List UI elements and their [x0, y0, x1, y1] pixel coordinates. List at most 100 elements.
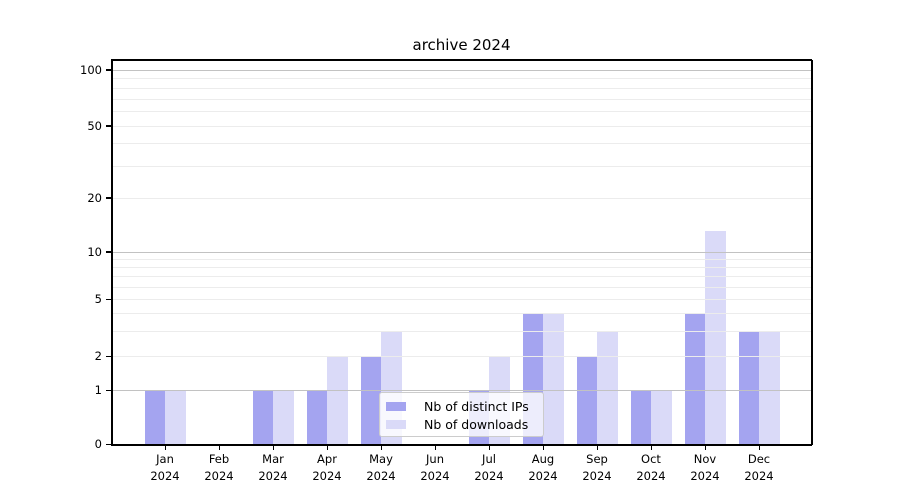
x-tick-year: 2024 [420, 468, 450, 483]
x-tick-mark [704, 445, 706, 450]
minor-gridline [112, 87, 811, 89]
bar-distinct-ips [738, 330, 759, 445]
bar-downloads [597, 330, 618, 445]
bar-downloads [327, 356, 348, 445]
legend-item-distinct-ips: Nb of distinct IPs [386, 397, 535, 415]
y-tick-label: 100 [80, 62, 102, 77]
minor-gridline [112, 258, 811, 260]
legend-swatch-downloads-icon [386, 419, 406, 429]
y-tick-label: 2 [94, 349, 102, 363]
y-tick-mark [106, 251, 111, 253]
x-tick-month: Sep [586, 452, 608, 466]
x-tick-label: Aug 2024 [516, 451, 570, 484]
x-tick-label: Apr 2024 [300, 451, 354, 484]
x-tick-month: Apr [317, 452, 337, 466]
x-tick-mark [380, 445, 382, 450]
bar-distinct-ips [360, 356, 381, 445]
x-tick-label: Jan 2024 [138, 451, 192, 484]
x-tick-month: Jun [426, 452, 444, 466]
y-axis-line [111, 60, 113, 445]
bar-downloads [651, 390, 672, 445]
x-tick-label: Mar 2024 [246, 451, 300, 484]
x-tick-month: Jan [156, 452, 174, 466]
x-tick-month: Nov [693, 452, 717, 466]
minor-gridline [112, 110, 811, 112]
x-tick-year: 2024 [312, 468, 342, 483]
legend-item-downloads: Nb of downloads [386, 415, 535, 433]
legend: Nb of distinct IPs Nb of downloads [379, 392, 544, 437]
x-tick-month: Feb [208, 452, 230, 466]
x-tick-mark [488, 445, 490, 450]
x-tick-label: Oct 2024 [624, 451, 678, 484]
x-tick-mark [596, 445, 598, 450]
y-tick-label: 50 [87, 118, 102, 133]
y-tick-mark [106, 389, 111, 391]
bar-distinct-ips [252, 390, 273, 445]
x-tick-label: Dec 2024 [732, 451, 786, 484]
minor-gridline [112, 78, 811, 80]
x-tick-year: 2024 [582, 468, 612, 483]
x-tick-label: May 2024 [354, 451, 408, 484]
x-axis-line [111, 444, 812, 446]
bar-distinct-ips [306, 390, 327, 445]
x-tick-mark [272, 445, 274, 450]
x-tick-mark [164, 445, 166, 450]
x-tick-year: 2024 [258, 468, 288, 483]
major-gridline [112, 390, 811, 391]
minor-gridline [112, 330, 811, 332]
minor-gridline [112, 356, 811, 357]
x-tick-month: Dec [747, 452, 771, 466]
x-tick-mark [326, 445, 328, 450]
bar-downloads [705, 231, 726, 445]
major-gridline [112, 251, 811, 253]
x-tick-year: 2024 [150, 468, 180, 483]
y-tick-mark [106, 355, 111, 357]
major-gridline [112, 69, 811, 71]
x-tick-label: Jul 2024 [462, 451, 516, 484]
x-tick-mark [650, 445, 652, 450]
x-tick-label: Nov 2024 [678, 451, 732, 484]
y-tick-label: 0 [94, 437, 102, 452]
x-tick-month: Mar [262, 452, 284, 466]
minor-gridline [112, 276, 811, 278]
x-tick-mark [218, 445, 220, 450]
x-tick-mark [434, 445, 436, 450]
y-tick-label: 20 [87, 190, 102, 205]
bar-downloads [165, 390, 186, 445]
minor-gridline [112, 125, 811, 127]
y-tick-label: 5 [94, 292, 102, 307]
x-tick-year: 2024 [366, 468, 396, 483]
legend-label-distinct-ips: Nb of distinct IPs [424, 398, 529, 414]
x-tick-year: 2024 [474, 468, 504, 483]
bar-distinct-ips [144, 390, 165, 445]
x-tick-year: 2024 [744, 468, 774, 483]
minor-gridline [112, 143, 811, 145]
bar-downloads [273, 390, 294, 445]
chart-title: archive 2024 [412, 36, 511, 54]
bar-downloads [543, 313, 564, 445]
minor-gridline [112, 197, 811, 199]
bar-distinct-ips [576, 356, 597, 445]
minor-gridline [112, 98, 811, 100]
x-tick-label: Jun 2024 [408, 451, 462, 484]
minor-gridline [112, 266, 811, 268]
y-tick-mark [106, 298, 111, 301]
x-tick-year: 2024 [690, 468, 720, 483]
y-tick-label: 1 [94, 383, 102, 397]
bar-distinct-ips [630, 390, 651, 445]
y-tick-mark [106, 125, 111, 127]
x-tick-month: Aug [531, 452, 555, 466]
minor-gridline [112, 286, 811, 288]
x-tick-label: Feb 2024 [192, 451, 246, 484]
x-tick-year: 2024 [636, 468, 666, 483]
x-tick-label: Sep 2024 [570, 451, 624, 484]
x-tick-month: Oct [641, 452, 661, 466]
y-tick-mark [106, 443, 111, 446]
bar-distinct-ips [684, 313, 705, 445]
x-tick-month: May [369, 452, 393, 466]
bar-downloads [759, 330, 780, 445]
legend-label-downloads: Nb of downloads [424, 416, 529, 432]
minor-gridline [112, 313, 811, 315]
x-tick-year: 2024 [528, 468, 558, 483]
y-tick-mark [106, 69, 111, 71]
